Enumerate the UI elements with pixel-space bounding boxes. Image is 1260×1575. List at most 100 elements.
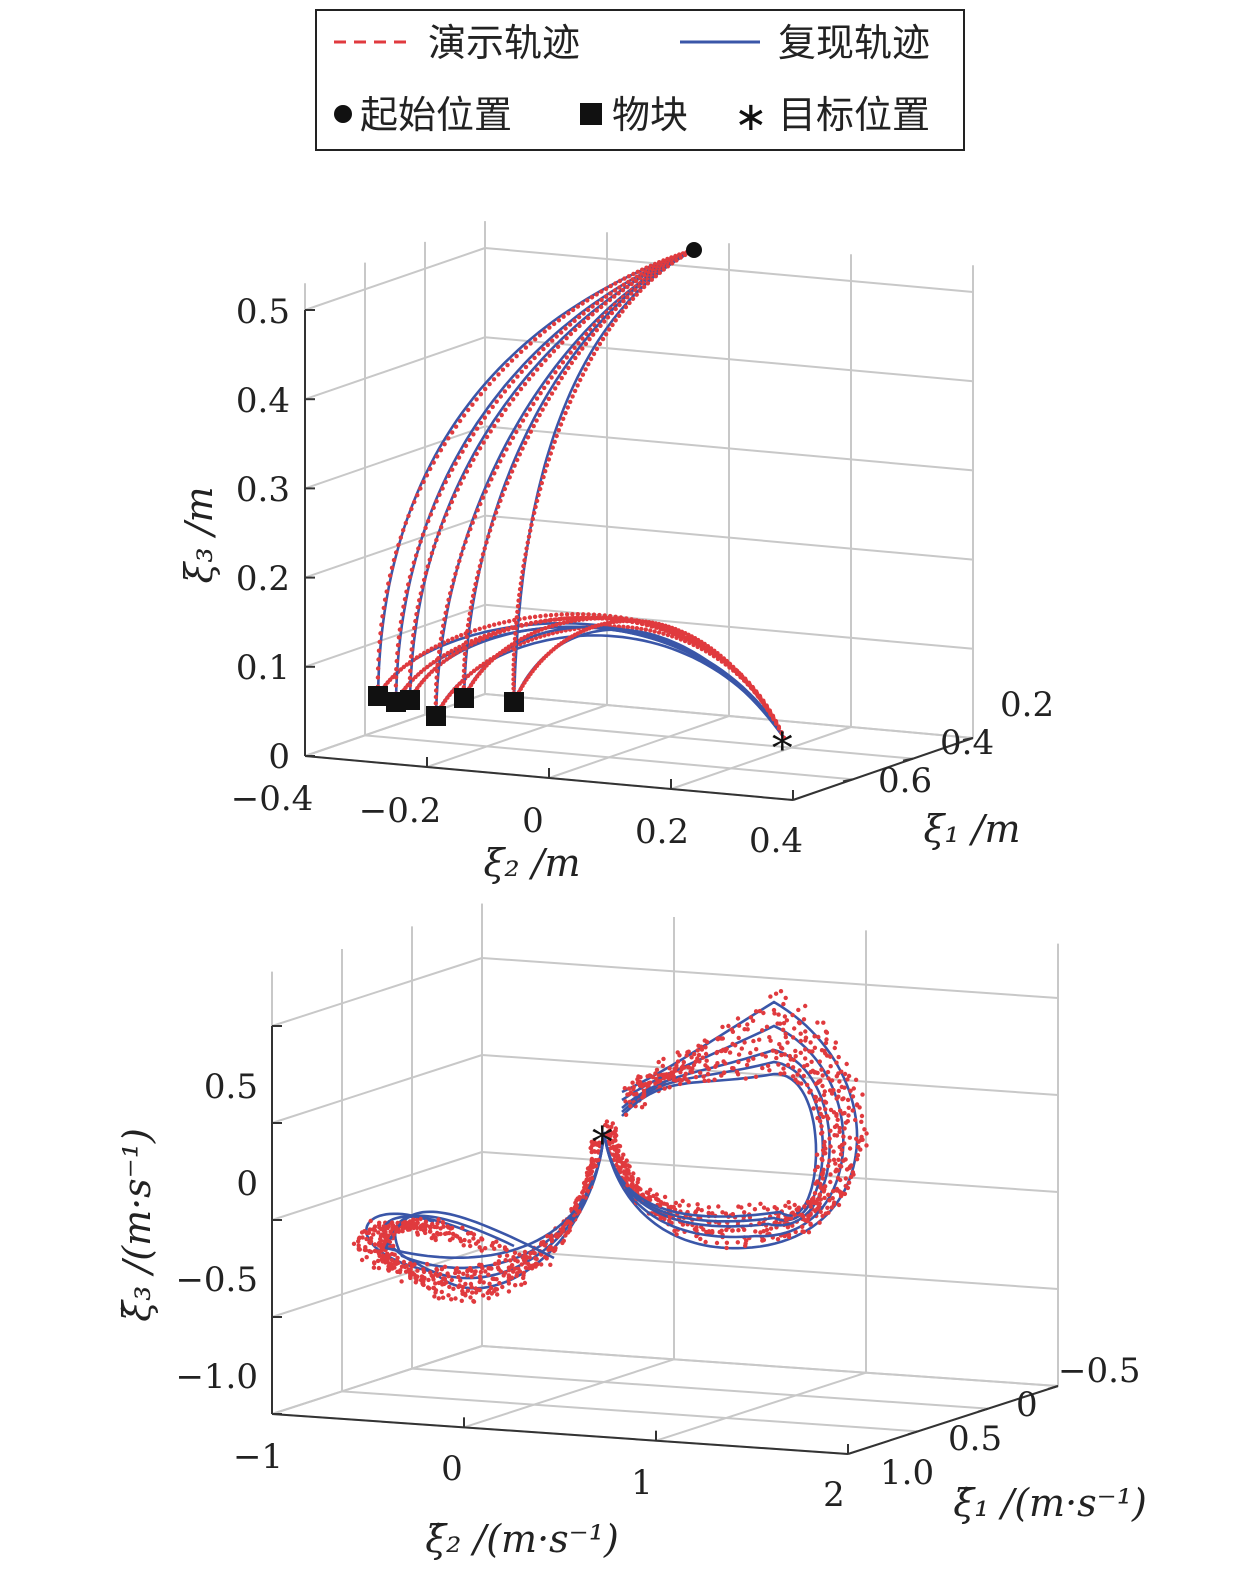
target-position-marker: ∗ xyxy=(588,1109,617,1158)
trajectory-dot xyxy=(792,1212,797,1218)
trajectory-dot xyxy=(394,658,399,664)
trajectory-dot xyxy=(607,1128,612,1133)
trajectory-dot xyxy=(575,304,581,309)
trajectory-dot xyxy=(845,1119,850,1124)
trajectory-dot xyxy=(591,1149,597,1154)
trajectory-dot xyxy=(428,1225,433,1231)
trajectory-dot xyxy=(652,629,657,634)
trajectory-dot xyxy=(522,635,527,640)
trajectory-dot xyxy=(371,1232,376,1237)
trajectory-dot xyxy=(460,1284,465,1290)
velocity-x-axis-label: ξ̇₂ /(m·s⁻¹) xyxy=(425,1517,619,1561)
trajectory-dot xyxy=(389,1220,395,1225)
trajectory-dot xyxy=(771,717,776,722)
trajectory-dot xyxy=(661,267,666,272)
trajectory-dot xyxy=(846,1113,851,1118)
trajectory-dot xyxy=(413,553,419,558)
trajectory-dot xyxy=(517,1252,522,1257)
trajectory-dot xyxy=(832,1124,838,1130)
trajectory-dot xyxy=(408,661,413,666)
trajectory-dot xyxy=(824,1114,830,1119)
trajectory-dot xyxy=(445,1224,450,1229)
trajectory-dot xyxy=(528,360,533,365)
trajectory-dot xyxy=(424,473,430,478)
trajectory-dot xyxy=(859,1113,865,1119)
trajectory-dot xyxy=(509,469,515,474)
trajectory-dot xyxy=(823,1029,829,1034)
trajectory-dot xyxy=(411,560,417,565)
trajectory-dot xyxy=(556,617,562,622)
trajectory-dot xyxy=(566,616,571,621)
velocity-trajectories xyxy=(351,989,869,1304)
trajectory-dot xyxy=(714,1050,719,1056)
trajectory-dot xyxy=(714,1240,720,1246)
trajectory-dot xyxy=(565,405,570,410)
trajectory-dot xyxy=(583,367,588,372)
velocity-markers: ∗ xyxy=(588,1109,617,1158)
trajectory-dot xyxy=(493,510,499,515)
trajectory-dot xyxy=(605,315,611,320)
trajectory-dot xyxy=(489,1285,494,1291)
trajectory-dot xyxy=(515,457,520,463)
trajectory-dot xyxy=(712,1077,717,1082)
trajectory-dot xyxy=(595,1142,600,1147)
trajectory-dot xyxy=(486,534,491,539)
trajectory-dot xyxy=(439,630,445,635)
trajectory-dot xyxy=(469,1284,474,1290)
trajectory-dot xyxy=(383,1232,389,1238)
trajectory-dot xyxy=(437,649,442,654)
trajectory-dot xyxy=(634,1188,640,1193)
trajectory-dot xyxy=(803,1035,809,1041)
trajectory-dot xyxy=(507,441,512,446)
trajectory-dot xyxy=(784,1018,790,1023)
trajectory-dot xyxy=(811,1195,816,1201)
trajectory-dot xyxy=(594,308,599,313)
trajectory-dot xyxy=(745,1022,750,1027)
trajectory-dot xyxy=(829,1205,834,1210)
trajectory-dot xyxy=(626,1086,632,1091)
trajectory-dot xyxy=(610,1121,615,1126)
trajectory-dot xyxy=(446,506,452,511)
trajectory-dot xyxy=(591,1138,597,1144)
trajectory-dot xyxy=(378,631,383,636)
trajectory-dot xyxy=(522,1249,528,1255)
trajectory-dot xyxy=(470,593,476,599)
grid-line xyxy=(481,1345,1059,1387)
trajectory-dot xyxy=(436,1280,441,1286)
trajectory-dot xyxy=(528,429,533,434)
trajectory-dot xyxy=(520,446,525,451)
trajectory-dot xyxy=(504,1253,510,1258)
trajectory-dot xyxy=(496,1261,501,1266)
trajectory-dot xyxy=(576,341,581,346)
trajectory-dot xyxy=(661,1076,667,1081)
trajectory-dot xyxy=(519,636,524,642)
trajectory-dot xyxy=(465,623,471,628)
trajectory-dot xyxy=(701,1074,706,1079)
trajectory-dot xyxy=(613,1145,618,1150)
trajectory-dot xyxy=(449,648,454,654)
trajectory-dot xyxy=(783,1203,788,1209)
trajectory-dot xyxy=(727,1050,733,1055)
trajectory-dot xyxy=(703,1239,708,1245)
trajectory-dot xyxy=(847,1135,852,1140)
demo-trajectory xyxy=(511,247,697,705)
trajectory-dot xyxy=(479,1262,484,1268)
trajectory-dot xyxy=(833,1161,838,1166)
trajectory-dot xyxy=(640,1095,645,1100)
trajectory-dot xyxy=(630,625,635,630)
trajectory-dot xyxy=(461,679,466,684)
y-tick-label: 0.2 xyxy=(1000,685,1054,725)
trajectory-dot xyxy=(796,1007,801,1013)
trajectory-dot xyxy=(371,1265,377,1270)
trajectory-dot xyxy=(554,334,559,339)
trajectory-dot xyxy=(736,1023,742,1028)
trajectory-dot xyxy=(819,1048,825,1053)
trajectory-dot xyxy=(658,1200,664,1205)
trajectory-dot xyxy=(433,694,439,700)
trajectory-dot xyxy=(648,1187,653,1193)
trajectory-dot xyxy=(549,1234,554,1240)
trajectory-dot xyxy=(503,407,508,412)
trajectory-dot xyxy=(604,1119,610,1124)
trajectory-dot xyxy=(435,1230,440,1236)
trajectory-dot xyxy=(626,1092,632,1097)
